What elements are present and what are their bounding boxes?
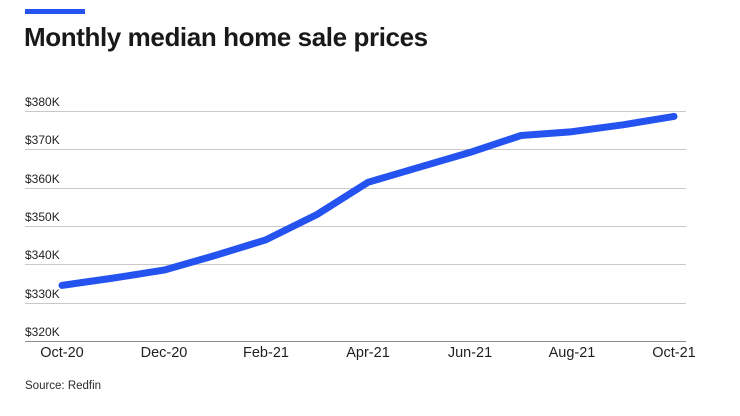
gridline <box>25 264 686 266</box>
gridline <box>25 149 686 151</box>
gridline <box>25 111 686 112</box>
x-axis-tick-label: Oct-21 <box>652 345 696 361</box>
x-axis-tick-label: Aug-21 <box>548 345 596 361</box>
price-line <box>58 112 678 289</box>
x-axis-tick-label: Oct-20 <box>40 345 84 361</box>
y-axis-tick-label: $350K <box>25 210 60 224</box>
y-axis-tick-label: $370K <box>25 133 60 148</box>
source-note: Source: Redfin <box>25 380 102 392</box>
accent-dash <box>25 9 85 14</box>
y-axis-tick-label: $320K <box>25 325 60 339</box>
gridline <box>25 226 686 227</box>
x-axis-tick-label: Feb-21 <box>243 345 289 361</box>
gridline <box>25 341 686 342</box>
gridline <box>25 302 686 304</box>
page-title: Monthly median home sale prices <box>24 22 428 52</box>
x-axis-tick-label: Jun-21 <box>447 345 493 361</box>
x-axis-tick-label: Dec-20 <box>140 345 188 361</box>
y-axis-tick-label: $340K <box>25 248 60 263</box>
y-axis-tick-label: $380K <box>25 95 60 109</box>
y-axis-tick-label: $360K <box>25 171 60 186</box>
x-axis-tick-label: Apr-21 <box>346 345 390 361</box>
y-axis-tick-label: $330K <box>25 286 60 301</box>
